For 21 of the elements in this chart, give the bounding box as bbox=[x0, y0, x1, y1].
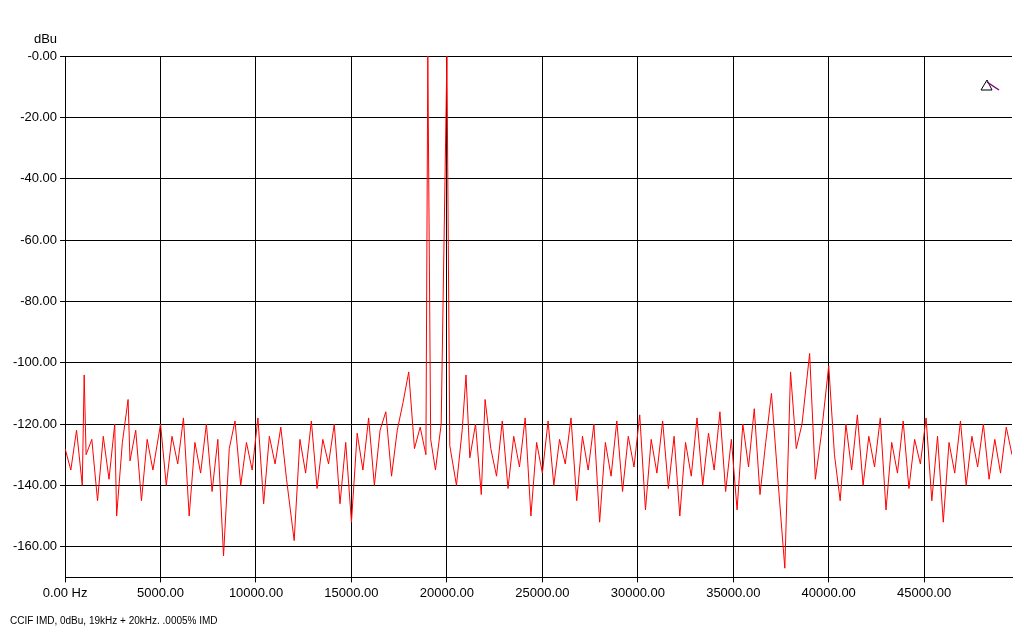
x-tick-label: 0.00 Hz bbox=[42, 584, 88, 600]
text: CCIF IMD, 0dBu, 19kHz + 20kHz. .0005% IMD bbox=[10, 614, 218, 626]
x-tick-label: 25000.00 bbox=[515, 584, 570, 600]
x-tick-label: 10000.00 bbox=[228, 584, 284, 600]
x-tick-label: 15000.00 bbox=[324, 584, 379, 600]
y-tick-label: -60.00 bbox=[20, 231, 58, 247]
y-tick-label: -0.00 bbox=[27, 47, 58, 63]
x-tick-label: 40000.00 bbox=[801, 584, 856, 600]
x-tick-label: 30000.00 bbox=[610, 584, 665, 600]
x-tick-label: 5000.00 bbox=[137, 584, 185, 600]
y-tick-label: -80.00 bbox=[20, 292, 58, 308]
x-tick-label: 20000.00 bbox=[419, 584, 475, 600]
x-tick-label: 35000.00 bbox=[706, 584, 761, 600]
y-tick-label: -140.00 bbox=[13, 476, 58, 492]
y-tick-label: -20.00 bbox=[20, 108, 58, 124]
y-tick-label: -100.00 bbox=[13, 354, 58, 370]
y-tick-label: -160.00 bbox=[13, 538, 58, 554]
y-tick-label: -120.00 bbox=[13, 415, 58, 431]
x-tick-label: 45000.00 bbox=[897, 584, 952, 600]
y-tick-label: -40.00 bbox=[20, 170, 58, 186]
y-axis-title: dBu bbox=[33, 31, 58, 47]
